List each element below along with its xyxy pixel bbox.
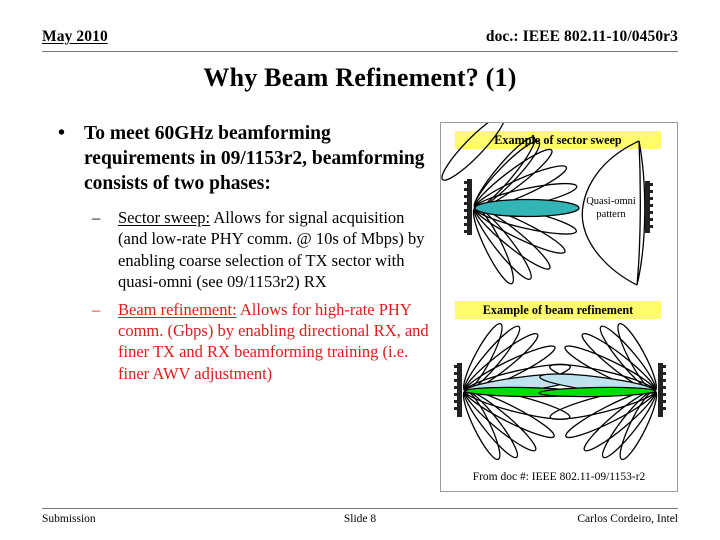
figure-caption: From doc #: IEEE 802.11-09/1153-r2 xyxy=(472,471,646,483)
bullet-marker-icon: • xyxy=(58,122,66,144)
quasi-omni-pattern xyxy=(581,140,646,286)
sub-bullet-beam-refinement: – Beam refinement: Allows for high-rate … xyxy=(88,299,430,385)
selected-sector-lobe xyxy=(474,198,580,218)
sub-bullet-lead: Beam refinement: xyxy=(118,299,237,319)
sub-bullet-text: Allows for high-rate PHY comm. (Gbps) by… xyxy=(118,299,429,383)
footer-submission: Submission xyxy=(42,513,96,525)
footer-slide-number: Slide 8 xyxy=(343,513,377,525)
slide-footer: Submission Slide 8 Carlos Cordeiro, Inte… xyxy=(42,513,678,531)
slide-header: May 2010 doc.: IEEE 802.11-10/0450r3 xyxy=(42,28,678,54)
beam-refinement-diagram xyxy=(454,323,666,461)
main-bullet-text: To meet 60GHz beamforming requirements i… xyxy=(84,123,425,194)
page-title: Why Beam Refinement? (1) xyxy=(203,63,517,92)
sub-bullet-sector-sweep: – Sector sweep: Allows for signal acquis… xyxy=(88,207,430,293)
antenna-array-right-icon xyxy=(645,181,653,233)
header-date: May 2010 xyxy=(42,28,108,45)
slide-body: • To meet 60GHz beamforming requirements… xyxy=(50,122,430,390)
dash-marker-icon: – xyxy=(92,207,101,227)
banner-beam-refinement: Example of beam refinement xyxy=(455,301,661,319)
refined-beam-green-right xyxy=(538,386,656,398)
main-bullet: • To meet 60GHz beamforming requirements… xyxy=(50,122,430,197)
banner-sector-sweep: Example of sector sweep xyxy=(455,131,661,149)
footer-author: Carlos Cordeiro, Intel xyxy=(577,513,678,525)
dash-marker-icon: – xyxy=(92,299,101,319)
header-divider xyxy=(42,51,678,52)
antenna-array-left-icon xyxy=(454,363,462,417)
figure-panel: Example of sector sweep xyxy=(440,122,678,492)
sector-sweep-diagram xyxy=(441,123,653,286)
footer-divider xyxy=(42,508,678,509)
header-doc-number: doc.: IEEE 802.11-10/0450r3 xyxy=(485,28,678,45)
antenna-array-left-icon xyxy=(464,179,472,235)
sub-bullet-lead: Sector sweep: xyxy=(118,207,211,227)
sub-bullet-text: Allows for signal acquisition (and low-r… xyxy=(118,207,425,292)
quasi-omni-label: Quasi-omni pattern xyxy=(586,196,636,220)
antenna-array-right-icon xyxy=(658,363,666,417)
